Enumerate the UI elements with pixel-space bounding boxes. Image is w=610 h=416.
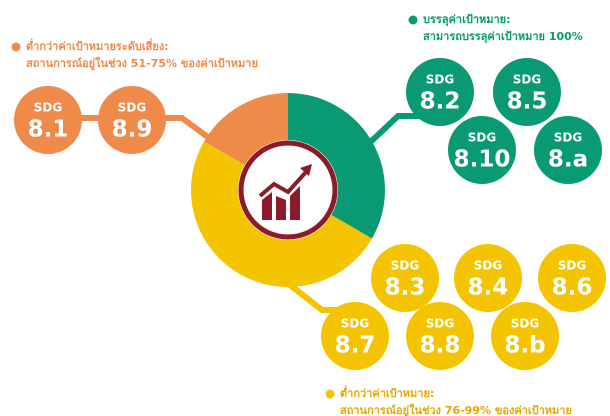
sdg-prefix: SDG	[474, 259, 502, 273]
sdg-code: 8.a	[548, 147, 588, 173]
sdg-code: 8.5	[507, 89, 548, 115]
legend-detail: สามารถบรรลุค่าเป้าหมาย 100%	[423, 30, 583, 44]
legend-dot	[11, 42, 21, 52]
legend-title: บรรลุค่าเป้าหมาย:	[423, 13, 511, 27]
sdg-code: 8.9	[112, 117, 153, 143]
growth-icon	[258, 164, 312, 220]
legend-title: ต่ำกว่าค่าเป้าหมาย:	[340, 385, 434, 400]
sdg-code: 8.2	[420, 89, 461, 115]
sdg-code: 8.8	[420, 333, 461, 359]
sdg-circle	[538, 244, 606, 312]
sdg-code: 8.10	[454, 147, 511, 173]
sdg-circle	[534, 116, 602, 184]
legend-dot	[408, 15, 418, 25]
sdg-prefix: SDG	[118, 101, 146, 115]
sdg-code: 8.1	[28, 117, 69, 143]
legend-detail: สถานการณ์อยู่ในช่วง 76-99% ของค่าเป้าหมา…	[340, 403, 572, 416]
sdg-circle	[448, 116, 516, 184]
sdg-code: 8.7	[335, 333, 376, 359]
sdg-prefix: SDG	[426, 73, 454, 87]
sdg-code: 8.b	[504, 333, 545, 359]
sdg-circle	[491, 302, 559, 370]
donut-segment	[288, 93, 385, 239]
legend-title: ต่ำกว่าค่าเป้าหมายระดับเสี่ยง:	[26, 38, 169, 53]
sdg-code: 8.3	[385, 275, 426, 301]
sdg-prefix: SDG	[426, 317, 454, 331]
sdg-items: SDG 8.2 SDG 8.5 SDG 8.10 SDG 8.a SDG 8.3 SDG 8.4 SDG…	[14, 58, 606, 370]
sdg-prefix: SDG	[558, 259, 586, 273]
sdg-circle	[321, 302, 389, 370]
sdg-prefix: SDG	[513, 73, 541, 87]
sdg-prefix: SDG	[468, 131, 496, 145]
sdg-circle	[371, 244, 439, 312]
sdg-circle	[406, 58, 474, 126]
sdg-prefix: SDG	[511, 317, 539, 331]
sdg-code: 8.6	[552, 275, 593, 301]
sdg-circle	[454, 244, 522, 312]
donut-segment	[191, 141, 373, 287]
donut	[191, 93, 385, 287]
sdg-circle	[493, 58, 561, 126]
sdg-prefix: SDG	[554, 131, 582, 145]
sdg-circle	[14, 86, 82, 154]
legend: บรรลุค่าเป้าหมาย: สามารถบรรลุค่าเป้าหมาย …	[11, 13, 583, 416]
sdg-code: 8.4	[468, 275, 509, 301]
legend-dot	[325, 389, 335, 399]
donut-segment	[203, 93, 288, 165]
legend-detail: สถานการณ์อยู่ในช่วง 51-75% ของค่าเป้าหมา…	[26, 56, 258, 71]
sdg-prefix: SDG	[34, 101, 62, 115]
sdg-circle	[98, 86, 166, 154]
sdg-prefix: SDG	[341, 317, 369, 331]
sdg-prefix: SDG	[391, 259, 419, 273]
sdg-circle	[406, 302, 474, 370]
